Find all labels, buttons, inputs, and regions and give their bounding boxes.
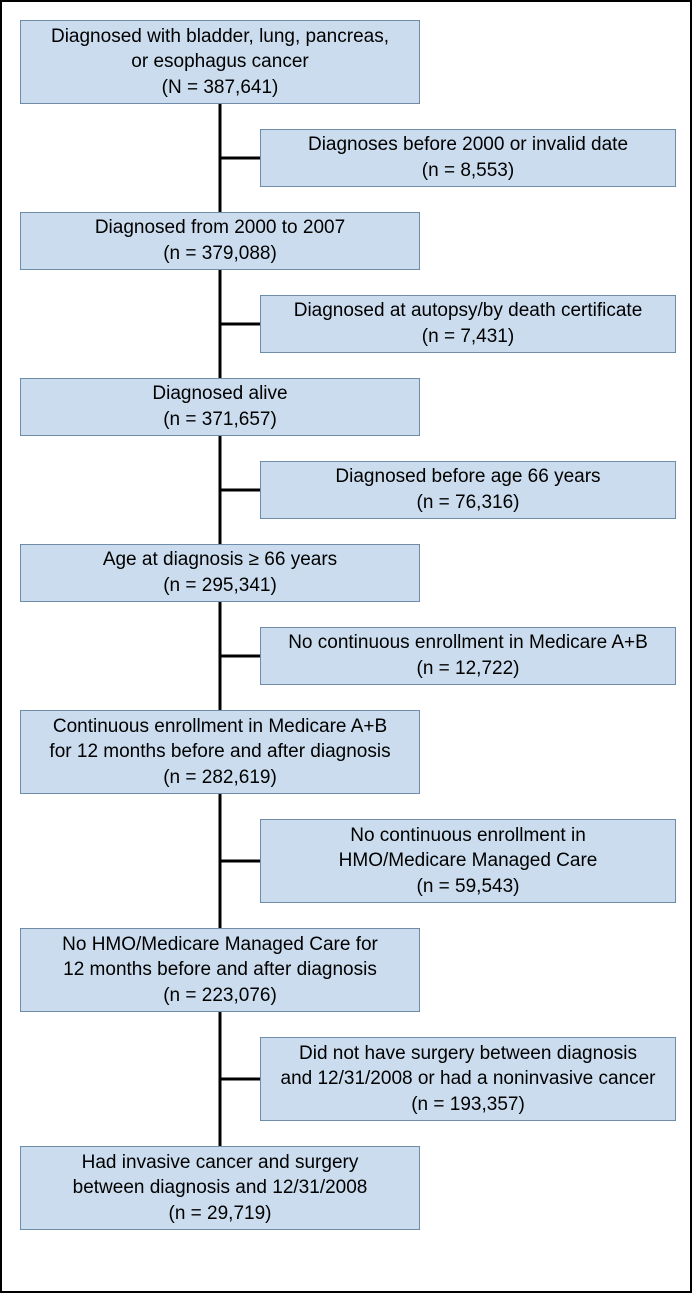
node-text: Diagnosed with bladder, lung, pancreas, — [51, 24, 389, 50]
node-text: Continuous enrollment in Medicare A+B — [53, 714, 387, 740]
node-text: No continuous enrollment in Medicare A+B — [288, 630, 648, 656]
node-text: (n = 282,619) — [163, 765, 277, 791]
flowchart-frame: Diagnosed with bladder, lung, pancreas, … — [0, 0, 692, 1293]
node-text: Diagnosed at autopsy/by death certificat… — [294, 298, 643, 324]
node-diagnosed-alive: Diagnosed alive (n = 371,657) — [20, 378, 420, 436]
node-text: (n = 29,719) — [169, 1201, 272, 1227]
node-text: Diagnosed alive — [152, 381, 287, 407]
node-excl-invalid-date: Diagnoses before 2000 or invalid date (n… — [260, 129, 676, 187]
node-text: (n = 76,316) — [417, 490, 520, 516]
node-text: Diagnoses before 2000 or invalid date — [308, 132, 628, 158]
node-text: (n = 193,357) — [411, 1092, 525, 1118]
node-text: (n = 295,341) — [163, 573, 277, 599]
node-text: Diagnosed from 2000 to 2007 — [95, 215, 345, 241]
node-text: (n = 223,076) — [163, 983, 277, 1009]
node-text: for 12 months before and after diagnosis — [49, 739, 390, 765]
node-excl-autopsy: Diagnosed at autopsy/by death certificat… — [260, 295, 676, 353]
node-text: 12 months before and after diagnosis — [63, 957, 377, 983]
node-continuous-medicare-ab: Continuous enrollment in Medicare A+B fo… — [20, 710, 420, 794]
node-text: (n = 12,722) — [417, 656, 520, 682]
node-excl-no-medicare-ab: No continuous enrollment in Medicare A+B… — [260, 627, 676, 685]
node-text: No continuous enrollment in — [350, 823, 586, 849]
node-text: and 12/31/2008 or had a noninvasive canc… — [281, 1066, 656, 1092]
node-text: No HMO/Medicare Managed Care for — [62, 932, 378, 958]
node-text: Did not have surgery between diagnosis — [299, 1041, 637, 1067]
node-age-ge-66: Age at diagnosis ≥ 66 years (n = 295,341… — [20, 544, 420, 602]
node-text: between diagnosis and 12/31/2008 — [73, 1175, 368, 1201]
node-excl-no-surgery: Did not have surgery between diagnosis a… — [260, 1037, 676, 1121]
node-initial-cohort: Diagnosed with bladder, lung, pancreas, … — [20, 20, 420, 104]
node-text: (N = 387,641) — [162, 75, 279, 101]
node-text: Had invasive cancer and surgery — [82, 1150, 359, 1176]
node-excl-under-66: Diagnosed before age 66 years (n = 76,31… — [260, 461, 676, 519]
node-text: (n = 59,543) — [417, 874, 520, 900]
node-final-cohort: Had invasive cancer and surgery between … — [20, 1146, 420, 1230]
node-excl-hmo: No continuous enrollment in HMO/Medicare… — [260, 819, 676, 903]
node-text: (n = 371,657) — [163, 407, 277, 433]
node-text: Diagnosed before age 66 years — [335, 464, 600, 490]
node-text: or esophagus cancer — [131, 49, 308, 75]
node-text: (n = 379,088) — [163, 241, 277, 267]
node-text: Age at diagnosis ≥ 66 years — [103, 547, 337, 573]
node-text: HMO/Medicare Managed Care — [339, 848, 598, 874]
node-text: (n = 7,431) — [422, 324, 514, 350]
node-no-hmo: No HMO/Medicare Managed Care for 12 mont… — [20, 928, 420, 1012]
node-diagnosed-2000-2007: Diagnosed from 2000 to 2007 (n = 379,088… — [20, 212, 420, 270]
node-text: (n = 8,553) — [422, 158, 514, 184]
